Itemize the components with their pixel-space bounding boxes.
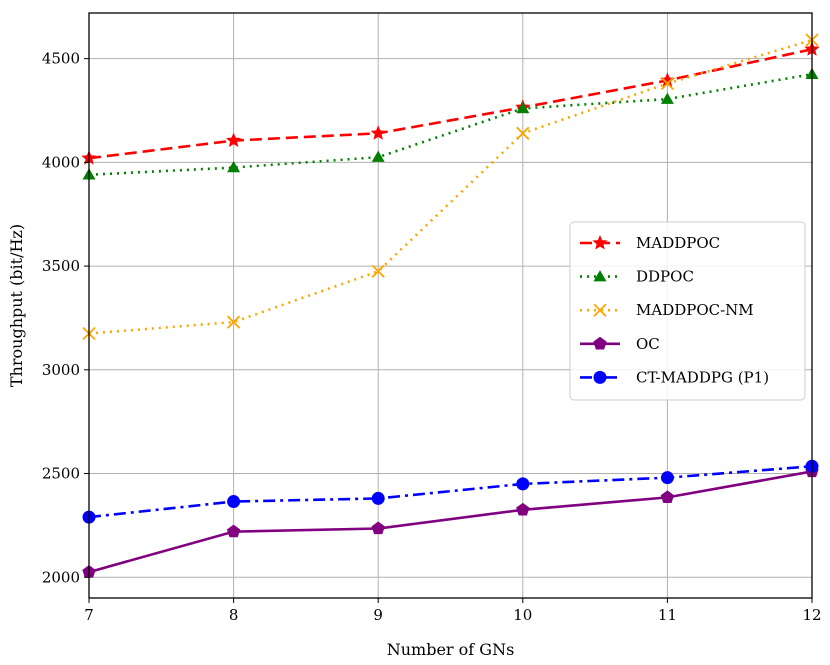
- series-line-maddpoc-nm: [88, 38, 813, 335]
- x-tick-label: 12: [802, 606, 821, 624]
- data-point-maddpoc: [225, 132, 242, 148]
- legend-marker: [593, 303, 607, 317]
- data-point-maddpoc-nm: [660, 76, 675, 91]
- x-tick-label: 8: [229, 606, 239, 624]
- data-point-maddpoc: [659, 72, 676, 87]
- y-tick-label: 3500: [42, 257, 80, 275]
- y-tick-label: 2500: [42, 465, 80, 483]
- data-point-ddpoc: [371, 150, 385, 162]
- legend-entry-maddpoc-nm: MADDPOC-NM: [580, 301, 754, 319]
- data-point-maddpoc-nm: [226, 315, 241, 329]
- series-line-ct-maddpg-p1: [88, 464, 813, 519]
- legend-entry-oc: OC: [580, 335, 660, 353]
- legend-box: [569, 221, 806, 401]
- y-tick-label: 4500: [42, 50, 80, 68]
- y-tick-label: 4000: [42, 153, 80, 171]
- series-oc: [82, 464, 819, 578]
- x-tick-label: 10: [513, 606, 532, 624]
- data-point-oc: [516, 502, 530, 516]
- data-point-maddpoc-nm: [516, 126, 530, 140]
- legend-marker: [593, 336, 607, 350]
- y-tick-label: 3000: [42, 361, 80, 379]
- data-point-ddpoc: [516, 101, 530, 114]
- data-point-maddpoc-nm: [371, 264, 385, 278]
- data-point-maddpoc: [370, 125, 386, 140]
- legend-entry-ct-maddpg-p1: CT-MADDPG (P1): [580, 368, 769, 386]
- series-ct-maddpg-p1: [82, 459, 819, 524]
- data-point-ct-maddpg-p1: [227, 495, 241, 509]
- legend-entry-ddpoc: DDPOC: [580, 268, 694, 286]
- x-tick-label: 7: [84, 606, 94, 624]
- legend-label: OC: [636, 335, 660, 353]
- series-line-oc: [88, 470, 813, 574]
- legend-entry-maddpoc: MADDPOC: [580, 234, 720, 252]
- series-line-ddpoc: [88, 72, 813, 177]
- legend-label: CT-MADDPG (P1): [636, 368, 769, 386]
- data-point-oc: [371, 521, 385, 535]
- series-line-maddpoc: [88, 48, 813, 160]
- legend-marker: [593, 270, 607, 282]
- legend-label: MADDPOC-NM: [636, 301, 754, 319]
- data-point-ct-maddpg-p1: [660, 471, 674, 485]
- x-axis-label: Number of GNs: [387, 640, 515, 659]
- data-point-ct-maddpg-p1: [516, 477, 530, 491]
- x-tick-label: 9: [373, 606, 383, 624]
- plot-frame: [88, 12, 813, 599]
- data-point-oc: [226, 524, 241, 538]
- legend-label: MADDPOC: [636, 234, 720, 252]
- legend-marker: [592, 235, 608, 250]
- series-ddpoc: [82, 67, 819, 180]
- legend: MADDPOC DDPOC MADDPOC-NM OC CT-MADDPG (P1): [569, 221, 806, 401]
- data-point-ct-maddpg-p1: [371, 491, 385, 505]
- data-point-ddpoc: [660, 92, 674, 104]
- data-point-oc: [660, 490, 675, 504]
- y-tick-label: 2000: [42, 568, 80, 586]
- y-axis-label: Throughput (bit/Hz): [7, 224, 26, 387]
- legend-label: DDPOC: [636, 268, 694, 286]
- axis-ticks: 7 8 9 10 11 12 2000 2500 3000 3500 4000 4500: [42, 50, 822, 624]
- data-point-ddpoc: [227, 161, 241, 173]
- legend-marker: [593, 370, 607, 384]
- x-tick-label: 11: [658, 606, 677, 624]
- series-maddpoc: [81, 41, 820, 165]
